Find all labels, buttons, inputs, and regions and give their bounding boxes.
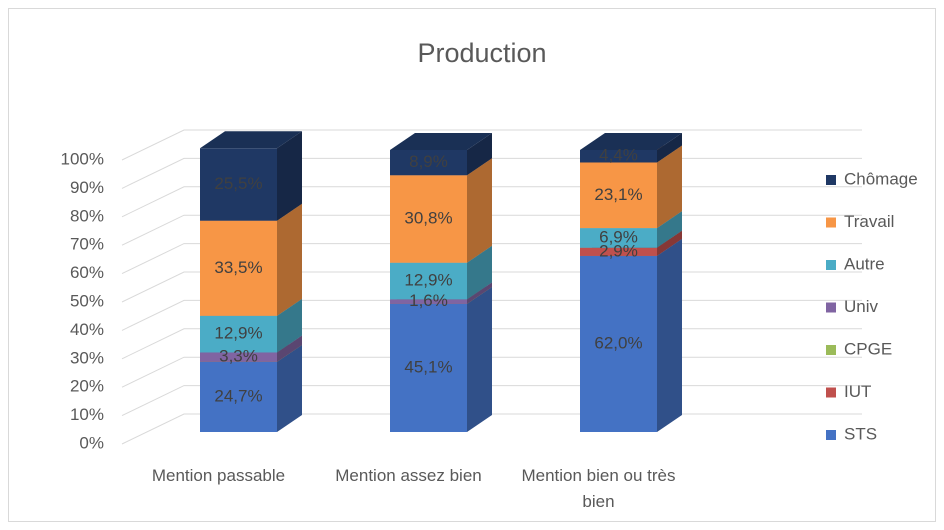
bar-segment	[580, 149, 657, 163]
bar-top	[580, 132, 682, 150]
y-tick-label: 70%	[70, 235, 104, 254]
bar-segment	[200, 352, 277, 362]
bar-side	[277, 344, 302, 432]
legend-swatch	[826, 217, 836, 228]
y-tick-label: 0%	[79, 433, 104, 452]
y-tick-label: 90%	[70, 178, 104, 197]
bar-side	[277, 203, 302, 316]
data-label: 45,1%	[404, 357, 452, 376]
data-label: 4,4%	[599, 146, 638, 165]
bar-side	[657, 211, 682, 248]
x-tick-label: Mention passable	[151, 466, 286, 485]
data-label: 33,5%	[214, 258, 262, 277]
data-label: 6,9%	[599, 227, 638, 246]
bar-side	[657, 230, 682, 256]
data-label: 30,8%	[404, 208, 452, 227]
bar-side	[657, 238, 682, 432]
legend-swatch	[826, 302, 836, 313]
bar-segment	[200, 148, 277, 221]
bar-side	[657, 132, 682, 163]
y-tick-label: 60%	[70, 263, 104, 282]
data-label: 12,9%	[214, 324, 262, 343]
bar-side	[657, 145, 682, 229]
chart-title: Production	[417, 38, 546, 68]
bar-segment	[200, 315, 277, 353]
y-tick-label: 40%	[70, 320, 104, 339]
bar-segment	[390, 303, 467, 432]
bar-side	[467, 286, 492, 432]
y-tick-label: 30%	[70, 348, 104, 367]
legend-swatch	[826, 260, 836, 270]
legend-swatch	[826, 387, 836, 398]
legend-label: CPGE	[844, 339, 892, 358]
bar-side	[467, 282, 492, 304]
y-tick-label: 10%	[70, 405, 104, 424]
legend-swatch	[826, 345, 836, 355]
y-tick-label: 20%	[70, 377, 104, 396]
y-tick-label: 100%	[61, 149, 104, 168]
data-label: 23,1%	[594, 185, 642, 204]
bar-side	[277, 131, 302, 221]
x-tick-label: Mention assez bien	[335, 466, 482, 485]
bar-side	[277, 298, 302, 353]
data-label: 62,0%	[594, 333, 642, 352]
bar-segment	[390, 299, 467, 304]
data-label: 25,5%	[214, 174, 262, 193]
legend-label: STS	[844, 424, 877, 443]
bar-segment	[580, 247, 657, 256]
bar-side	[467, 245, 492, 300]
legend-label: Univ	[844, 297, 879, 316]
y-tick-label: 80%	[70, 206, 104, 225]
bar-segment	[200, 220, 277, 316]
bar-side	[277, 335, 302, 362]
data-label: 1,6%	[409, 291, 448, 310]
legend-swatch	[826, 175, 836, 185]
bar-segment	[580, 255, 657, 432]
data-label: 12,9%	[404, 271, 452, 290]
data-label: 2,9%	[599, 241, 638, 260]
bar-segment	[580, 228, 657, 248]
bar-segment	[390, 149, 467, 176]
data-label: 24,7%	[214, 386, 262, 405]
data-label: 8,9%	[409, 152, 448, 171]
y-tick-label: 50%	[70, 291, 104, 310]
data-label: 3,3%	[219, 347, 258, 366]
grid-line	[121, 129, 862, 161]
legend-swatch	[826, 430, 836, 440]
bar-side	[467, 132, 492, 176]
bar-top	[200, 131, 302, 149]
x-tick-label: Mention bien ou très bien	[521, 466, 676, 511]
legend-label: Chômage	[844, 169, 918, 188]
bar-top	[390, 132, 492, 150]
bar-segment	[390, 175, 467, 263]
legend-label: Travail	[844, 212, 894, 231]
bar-segment	[200, 361, 277, 432]
legend-label: Autre	[844, 254, 885, 273]
bar-side	[467, 158, 492, 263]
legend-label: IUT	[844, 382, 871, 401]
bar-segment	[580, 162, 657, 229]
bar-segment	[390, 262, 467, 300]
